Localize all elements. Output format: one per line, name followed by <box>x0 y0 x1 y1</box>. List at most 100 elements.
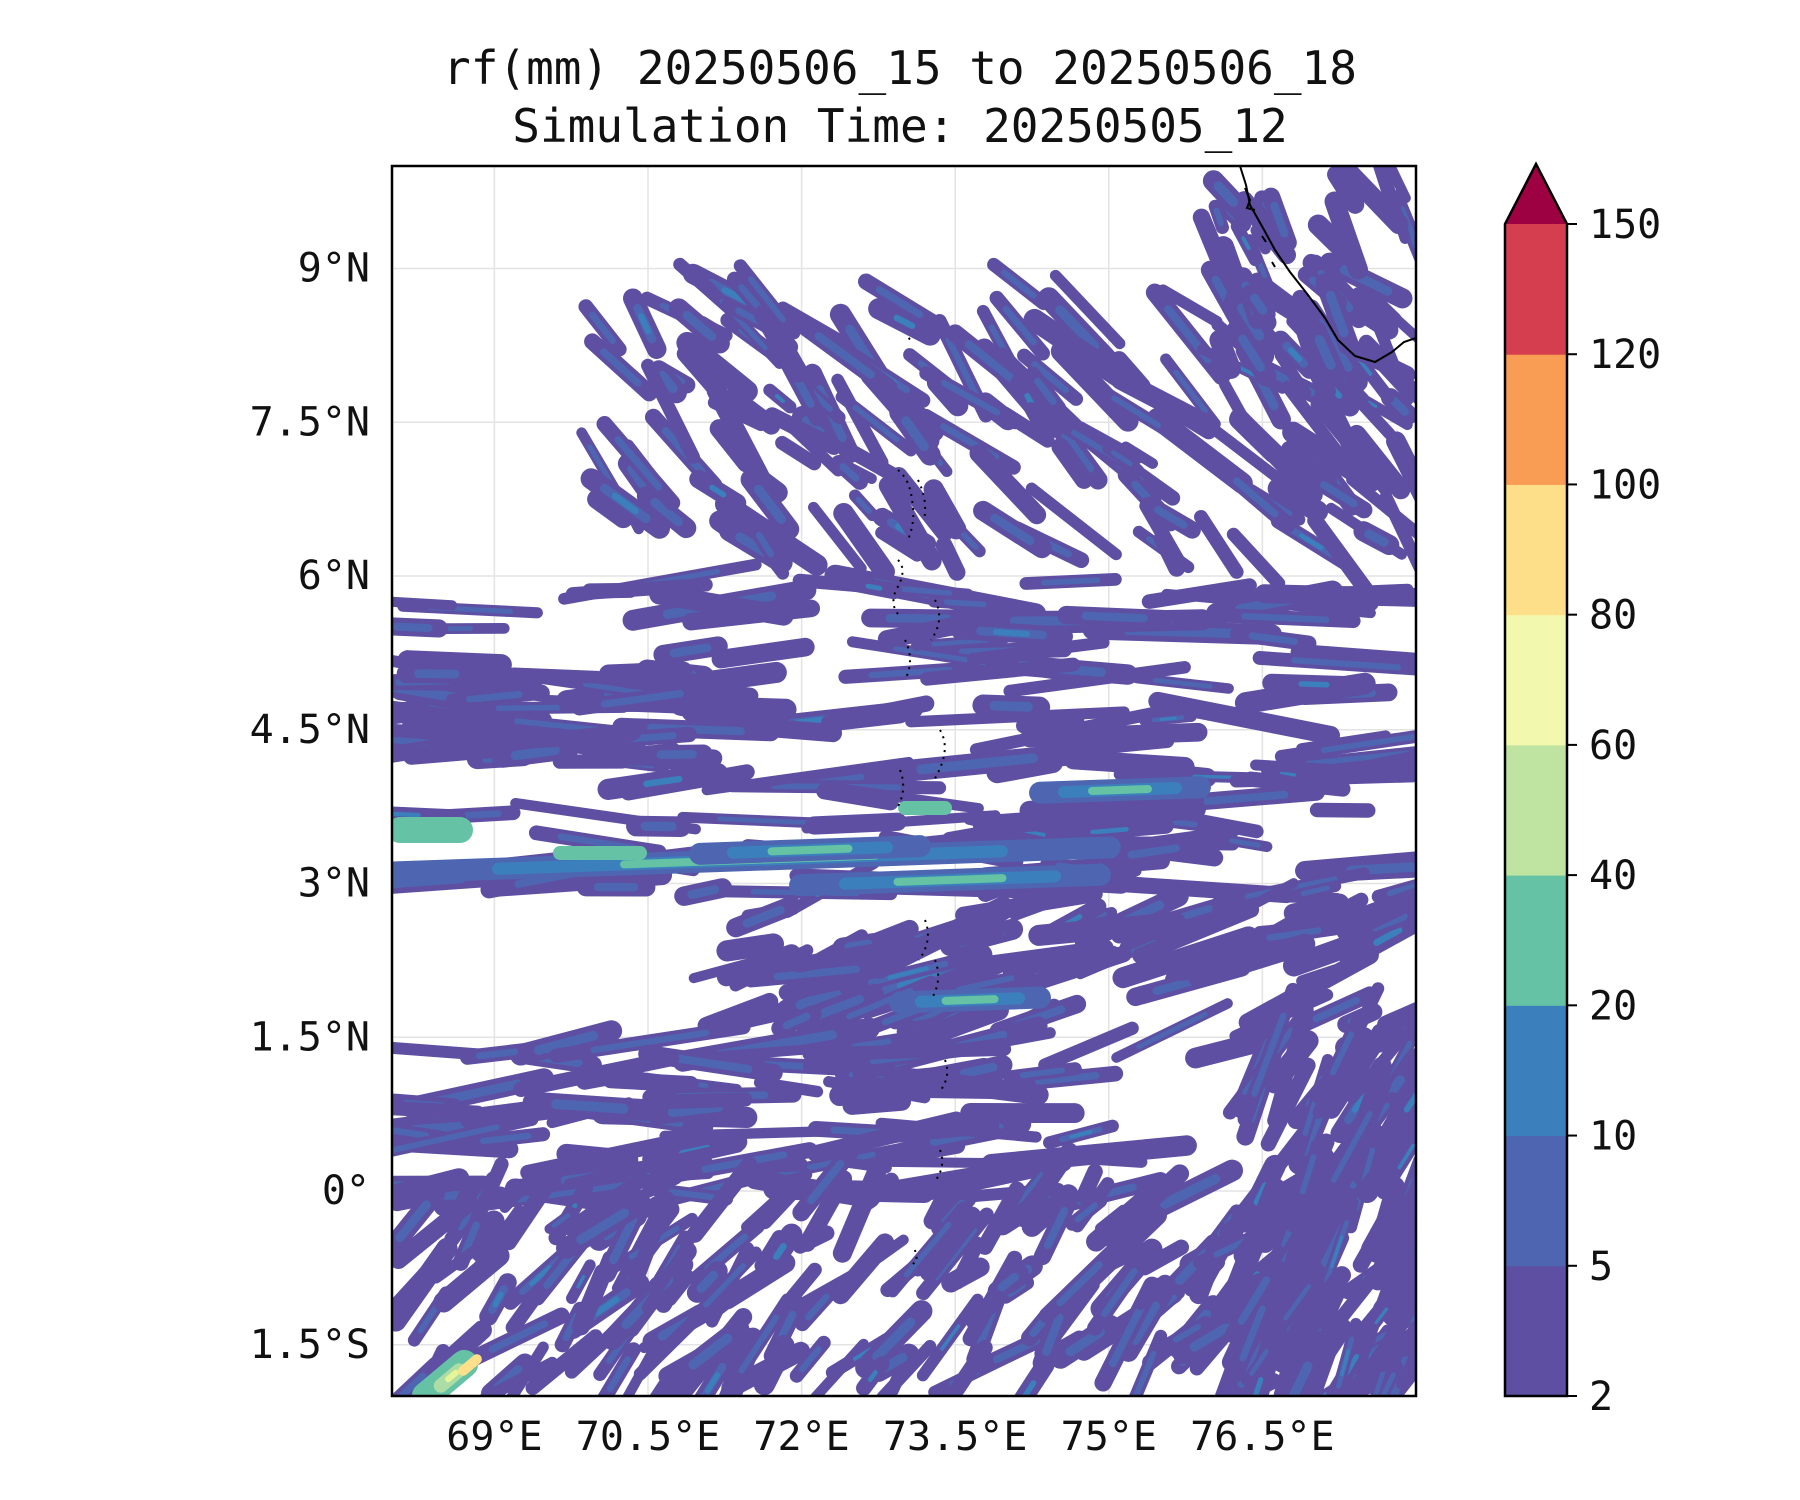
rain-streak <box>1154 506 1188 529</box>
y-tick-label: 0° <box>322 1168 370 1214</box>
rain-streak <box>1056 1261 1103 1307</box>
rain-streak <box>955 975 1015 993</box>
rain-streak <box>753 1335 795 1396</box>
rain-streak <box>935 536 966 581</box>
rain-streak <box>392 1124 500 1154</box>
rain-streak <box>943 599 987 608</box>
rain-streak <box>855 496 872 514</box>
rain-streak <box>551 1099 629 1114</box>
rain-streak <box>1189 1321 1233 1352</box>
rain-streak <box>1334 166 1409 235</box>
y-tick-label: 1.5°N <box>250 1014 370 1060</box>
rain-streak <box>1327 166 1365 214</box>
rain-streak <box>1130 1301 1161 1345</box>
rain-streak <box>1299 1154 1317 1195</box>
rain-streak <box>753 304 808 383</box>
rain-streak <box>868 666 953 679</box>
rain-streak <box>1286 1151 1333 1233</box>
rain-streak <box>392 1100 485 1120</box>
rain-streak <box>1043 1207 1069 1249</box>
rain-streak <box>1250 759 1372 778</box>
rain-streak <box>668 1188 716 1201</box>
x-tick-label: 73.5°E <box>883 1414 1028 1460</box>
rain-streak <box>1040 577 1101 586</box>
rain-streak <box>1309 802 1376 818</box>
rain-streak <box>1202 419 1293 491</box>
rain-streak <box>707 395 768 432</box>
rain-streak <box>1108 1300 1147 1368</box>
rain-streak <box>629 1191 675 1285</box>
rain-streak <box>931 637 989 647</box>
colorbar-segment <box>1505 1005 1567 1137</box>
rain-streak <box>1194 509 1244 579</box>
rain-streak <box>1238 334 1266 372</box>
rain-streak <box>807 1111 965 1162</box>
rain-streak <box>1076 1163 1103 1204</box>
rain-streak <box>816 783 899 811</box>
rain-streak <box>392 596 458 611</box>
rain-streak <box>647 723 745 736</box>
rain-streak <box>839 463 860 482</box>
colorbar-label: 10 <box>1589 1114 1637 1160</box>
rain-streak <box>742 905 785 928</box>
rain-streak <box>556 1143 639 1171</box>
rain-streak <box>1386 431 1416 504</box>
rain-streak <box>1153 530 1186 577</box>
rain-streak <box>587 489 634 529</box>
rain-streak <box>1157 284 1223 328</box>
rain-streak <box>1185 790 1289 807</box>
rain-streak <box>711 637 815 669</box>
rain-streak <box>641 358 701 464</box>
rain-streak <box>696 1270 719 1293</box>
rain-streak <box>872 1234 909 1264</box>
rain-streak <box>1132 1350 1157 1396</box>
colorbar-segment <box>1505 1265 1567 1397</box>
rain-streak <box>1029 1316 1048 1338</box>
rain-streak <box>787 422 844 477</box>
rain-streak <box>785 1262 822 1305</box>
rain-streak <box>805 812 907 835</box>
rain-streak <box>1213 181 1239 207</box>
rain-streak <box>1364 529 1389 547</box>
rain-streak <box>392 1127 430 1139</box>
coastline <box>892 166 1416 1267</box>
maldives-atolls <box>892 337 949 1267</box>
rain-streak <box>795 985 844 1010</box>
rain-streak <box>976 1181 1025 1255</box>
rain-streak <box>506 1341 549 1396</box>
rain-streak <box>609 1215 638 1265</box>
rain-streak <box>886 1066 1049 1105</box>
rain-streak <box>1252 1377 1264 1396</box>
rain-streak <box>1111 395 1161 428</box>
rain-streak <box>1241 236 1251 251</box>
rain-streak <box>510 745 560 761</box>
rain-streak <box>811 994 864 1021</box>
rain-streak <box>941 1257 990 1293</box>
rain-streak <box>860 1172 899 1210</box>
rain-streak <box>606 1356 631 1392</box>
rain-streak <box>844 939 873 952</box>
rain-streak <box>954 922 1005 947</box>
rain-streak <box>614 436 663 491</box>
rain-streak <box>1374 1307 1389 1325</box>
rain-streak <box>1267 477 1329 522</box>
rain-streak <box>1330 1111 1373 1183</box>
rain-streak <box>1386 882 1416 897</box>
rain-streak <box>1132 902 1260 964</box>
rain-streak <box>563 1176 644 1237</box>
colorbar-label: 60 <box>1589 723 1637 769</box>
rain-streak <box>875 526 924 562</box>
colorbar-label: 20 <box>1589 983 1637 1029</box>
y-tick-label: 7.5°N <box>250 399 370 445</box>
rain-streak <box>1090 826 1129 835</box>
rain-streak <box>1377 1002 1416 1034</box>
rain-streak <box>966 636 1110 665</box>
rain-streak <box>1329 1031 1355 1076</box>
rain-streak <box>1215 1177 1287 1324</box>
rain-streak <box>601 690 684 708</box>
x-tick-label: 70.5°E <box>576 1414 721 1460</box>
rain-streak <box>814 332 875 379</box>
rain-streak <box>1141 578 1257 609</box>
rain-streak <box>571 1263 613 1336</box>
